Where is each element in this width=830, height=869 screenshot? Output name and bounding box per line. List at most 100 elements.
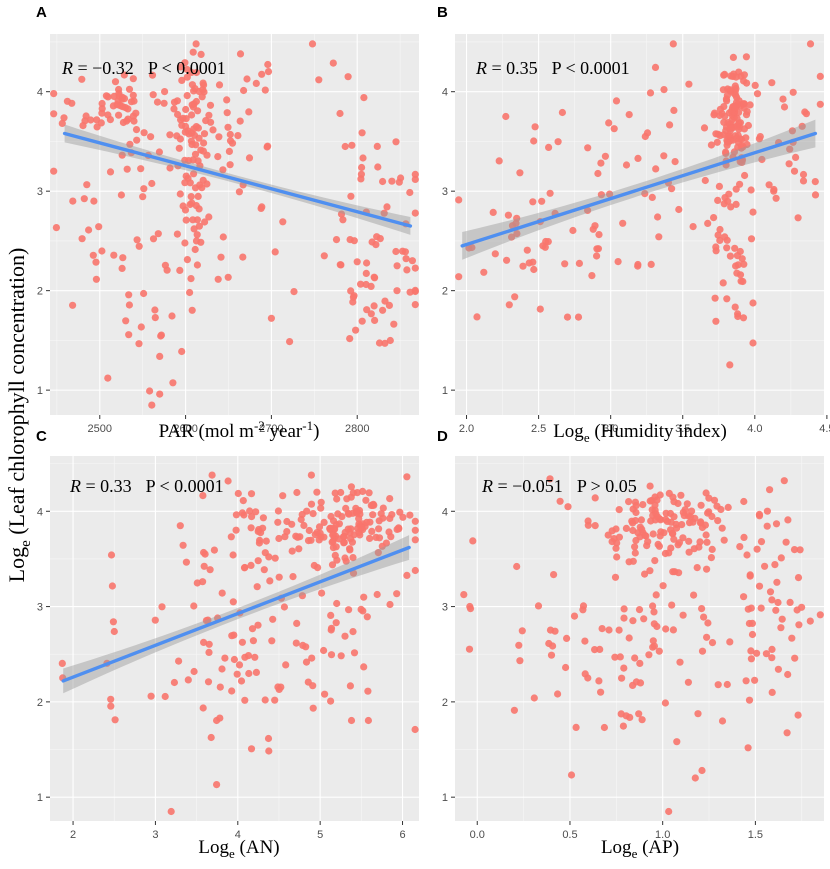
data-point [392,138,400,146]
data-point [643,129,652,137]
data-point [714,231,722,239]
data-point [591,646,599,654]
data-point [160,99,168,107]
data-point [720,118,728,126]
data-point [239,497,247,505]
data-point [207,118,215,126]
data-point [195,205,203,213]
data-point [796,546,804,554]
data-point [350,649,359,657]
data-point [224,273,232,281]
data-point [187,68,196,76]
data-point [722,149,730,157]
data-point [371,316,379,324]
data-point [228,687,236,695]
data-point [563,313,572,321]
data-point [347,483,355,491]
data-point [715,182,724,190]
data-point [675,539,684,547]
data-point [525,259,533,267]
data-point [816,100,824,108]
data-point [713,502,721,510]
data-point [671,158,679,166]
data-point [135,242,143,250]
data-point [271,554,279,562]
data-point [223,109,231,117]
data-point [647,260,655,268]
data-point [50,90,58,98]
y-tick-label: 1 [442,792,448,804]
data-point [246,507,254,515]
data-point [309,704,317,712]
data-point [736,180,744,188]
data-point [191,85,199,93]
data-point [176,522,184,530]
y-tick-label: 2 [442,697,448,709]
data-point [726,638,734,646]
data-point [636,679,645,687]
data-point [411,526,419,534]
data-point [782,538,790,546]
data-point [123,117,131,125]
data-point [726,252,735,260]
data-point [170,105,178,113]
scatter-points [50,40,419,409]
data-point [126,140,134,148]
data-point [774,598,782,607]
data-point [313,488,321,496]
data-point [411,209,419,217]
data-point [683,500,691,508]
data-point [368,501,377,509]
data-point [564,503,572,511]
data-point [358,163,366,172]
data-point [411,725,419,734]
data-point [799,170,808,179]
data-point [247,561,255,570]
data-point [650,608,658,616]
data-point [147,133,155,141]
data-point [762,650,771,658]
data-point [178,347,186,356]
data-point [286,338,294,346]
data-point [403,571,411,580]
data-point [636,659,644,668]
data-point [766,486,774,494]
data-point [205,640,213,648]
data-point [724,503,732,511]
data-point [266,577,274,585]
data-point [668,185,676,193]
data-point [705,494,713,502]
data-point [593,245,601,253]
data-point [665,489,673,497]
data-point [327,626,335,634]
data-point [727,203,735,211]
data-point [366,534,374,543]
data-point [157,332,165,340]
data-point [651,557,659,565]
data-point [790,167,799,175]
x-tick-label: 3.0 [603,423,618,435]
data-point [372,241,380,249]
data-point [740,71,749,79]
data-point [402,255,410,263]
data-point [190,602,198,610]
data-point [589,225,597,233]
data-point [595,677,603,685]
data-point [712,247,720,255]
data-point [275,534,283,543]
data-point [300,521,308,530]
data-point [806,617,814,625]
data-point [720,103,728,111]
data-point [369,511,377,519]
data-point [694,710,702,718]
data-point [243,75,251,83]
data-point [58,659,66,668]
data-point [304,678,312,686]
data-point [173,97,181,105]
data-point [622,524,631,533]
data-point [130,117,138,125]
data-point [353,507,361,515]
data-point [161,692,169,701]
data-point [700,124,709,132]
data-point [748,619,757,628]
